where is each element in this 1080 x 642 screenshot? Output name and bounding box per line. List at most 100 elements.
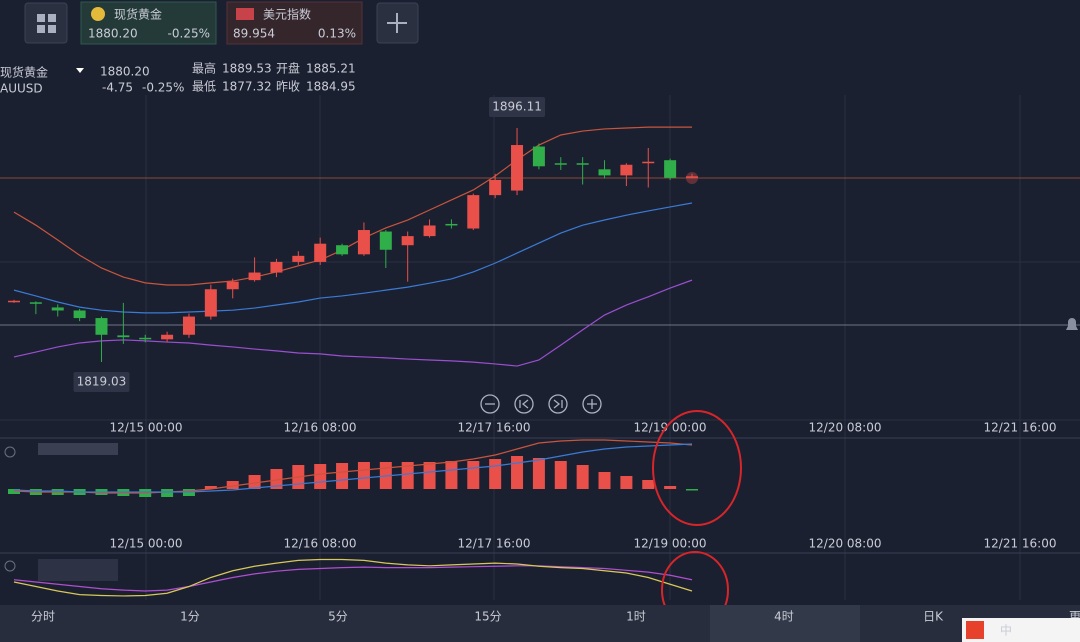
candle-body <box>423 225 436 237</box>
stat-value: 1885.21 <box>306 62 356 76</box>
tab-change: -0.25% <box>168 27 210 41</box>
zoom-in[interactable] <box>582 394 602 414</box>
tab-price: 89.954 <box>233 27 275 41</box>
macd-bar <box>467 461 480 489</box>
quote-name: 现货黄金 <box>0 65 48 80</box>
candle-body <box>598 169 611 176</box>
quote-change-pct: -0.25% <box>142 81 184 95</box>
panel-settings[interactable] <box>4 560 16 572</box>
time-label: 12/20 08:00 <box>809 421 882 435</box>
candle-body <box>117 335 130 338</box>
tab-gold[interactable] <box>80 1 217 45</box>
macd-bar <box>423 462 436 489</box>
tab-name: 现货黄金 <box>114 7 162 22</box>
tab-price: 1880.20 <box>88 27 138 41</box>
macd-bar <box>642 480 655 489</box>
band-lower <box>13 279 693 367</box>
band-upper <box>13 126 692 286</box>
period-tab[interactable]: 分时 <box>31 610 55 624</box>
annotation-circle <box>652 410 742 526</box>
time-label: 12/21 16:00 <box>984 421 1057 435</box>
candle-body <box>95 318 108 335</box>
flag-icon <box>236 8 254 20</box>
candle-body <box>445 223 458 226</box>
zoom-out[interactable] <box>480 394 500 414</box>
period-bar <box>0 605 1080 642</box>
candle-body <box>161 334 174 340</box>
alert-icon[interactable] <box>1066 318 1078 330</box>
plot: 1896.11 1819.03 12/15 00:00 12/15 00:00 12/1… <box>8 97 1057 597</box>
quote-symbol: AUUSD <box>0 82 43 96</box>
candle-body <box>248 272 261 281</box>
macd-bar <box>664 486 677 489</box>
candle-body <box>270 261 283 273</box>
time-label: 12/17 16:00 <box>458 537 531 551</box>
candle-body <box>642 161 655 164</box>
tab-name: 美元指数 <box>263 7 311 22</box>
dropdown-icon[interactable] <box>76 68 84 73</box>
ime-logo <box>966 621 984 639</box>
candle-body <box>336 245 349 255</box>
period-tab[interactable]: 1时 <box>626 610 646 624</box>
period-selected <box>710 605 860 642</box>
time-label: 12/17 16:00 <box>458 421 531 435</box>
macd-bar <box>204 486 217 489</box>
quote-price: 1880.20 <box>100 65 150 79</box>
ime-mode: 中 <box>1000 623 1012 638</box>
candle-body <box>532 146 545 167</box>
period-tab[interactable]: 更 <box>1069 610 1080 624</box>
candle-body <box>576 163 589 165</box>
macd-dif <box>13 439 693 494</box>
time-label: 12/15 00:00 <box>110 537 183 551</box>
candle-body <box>664 160 677 178</box>
blurred-label <box>38 559 118 581</box>
period-tab[interactable]: 日K <box>923 610 944 624</box>
time-label: 12/16 08:00 <box>284 421 357 435</box>
candle-body <box>8 300 20 303</box>
current-dot <box>686 172 698 184</box>
period-tab[interactable]: 4时 <box>774 610 794 624</box>
stat-value: 1884.95 <box>306 80 356 94</box>
macd-bar <box>270 469 283 489</box>
label-box <box>489 97 546 117</box>
kdj-d <box>13 565 693 592</box>
time-label: 12/20 08:00 <box>809 537 882 551</box>
grid-icon <box>37 14 56 33</box>
panel-settings[interactable] <box>4 446 16 458</box>
scroll-start[interactable] <box>514 394 534 414</box>
macd-bar <box>620 476 633 489</box>
macd-bar <box>445 461 458 489</box>
stat-label: 最低 <box>192 80 216 94</box>
macd-dea <box>13 443 693 493</box>
zoom-controls <box>480 394 602 414</box>
quote-change: -4.75 <box>102 81 133 95</box>
period-tab[interactable]: 1分 <box>180 610 200 624</box>
candle-body <box>620 164 633 176</box>
candle-body <box>51 307 64 311</box>
macd-bar <box>576 465 589 489</box>
low-label: 1819.03 <box>77 375 127 389</box>
candle-body <box>182 316 195 335</box>
macd-bar <box>554 461 567 489</box>
period-tab[interactable]: 15分 <box>474 610 501 624</box>
stat-value: 1889.53 <box>222 62 272 76</box>
macd-bar <box>532 458 545 489</box>
time-label: 12/15 00:00 <box>110 421 183 435</box>
gold-icon <box>91 7 105 21</box>
label-box <box>73 372 130 392</box>
tab-change: 0.13% <box>318 27 356 41</box>
stat-value: 1877.32 <box>222 80 272 94</box>
scroll-end[interactable] <box>548 394 568 414</box>
candle-body <box>226 281 239 290</box>
candle-body <box>204 289 217 317</box>
grid-button[interactable] <box>24 2 68 44</box>
period-tab[interactable]: 5分 <box>328 610 348 624</box>
macd-bar <box>489 459 502 489</box>
time-label: 12/19 00:00 <box>634 421 707 435</box>
macd-bar <box>161 489 174 497</box>
macd-bar <box>511 456 524 489</box>
candle-body <box>314 243 327 262</box>
kdj-k <box>13 558 693 597</box>
